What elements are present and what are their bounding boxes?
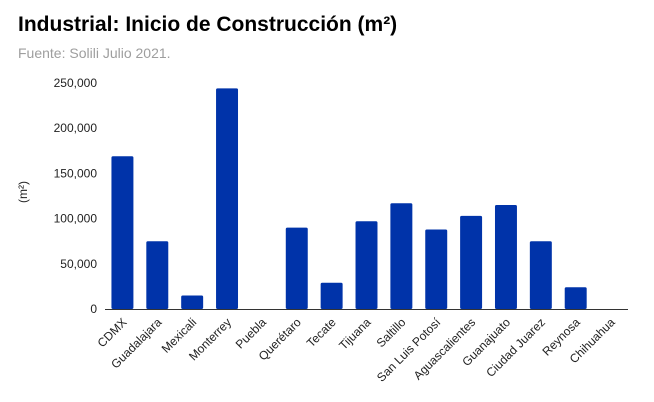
bar <box>529 241 552 309</box>
y-tick-label: 0 <box>90 302 97 316</box>
bar <box>460 215 483 309</box>
y-tick-label: 150,000 <box>54 166 98 180</box>
bar <box>216 88 239 309</box>
bar <box>181 295 204 309</box>
chart-title: Industrial: Inicio de Construcción (m²) <box>18 13 398 36</box>
bar <box>564 287 587 309</box>
bar <box>390 203 413 309</box>
chart-subtitle: Fuente: Solili Julio 2021. <box>18 45 171 61</box>
bar <box>285 227 308 309</box>
bar <box>355 221 378 309</box>
bar <box>494 205 517 309</box>
y-tick-label: 100,000 <box>54 212 98 226</box>
x-tick-label: Tijuana <box>336 315 374 353</box>
x-tick-label: Tecate <box>304 315 339 350</box>
bar <box>146 241 169 309</box>
y-tick-label: 250,000 <box>54 76 98 90</box>
bar <box>320 282 343 309</box>
y-axis-label: (m²) <box>16 181 30 203</box>
bar <box>425 229 448 309</box>
y-tick-label: 50,000 <box>60 257 97 271</box>
y-tick-label: 200,000 <box>54 121 98 135</box>
bar <box>111 156 134 309</box>
